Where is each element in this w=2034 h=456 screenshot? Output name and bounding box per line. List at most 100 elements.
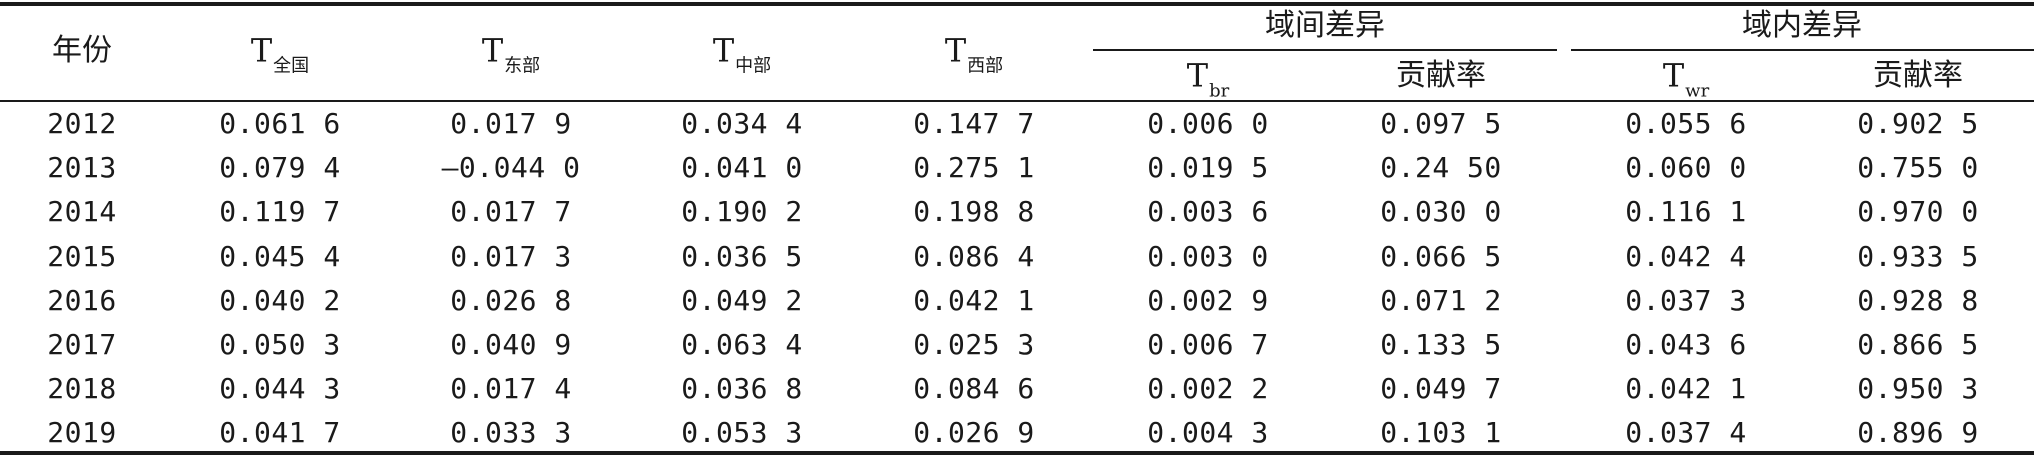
within-group-underline [1571,49,2034,51]
cell-central: 0.036 8 [681,372,803,406]
header-contribution-between: 贡献率 [1396,58,1486,93]
cell-contribution-between: 0.133 5 [1380,328,1502,361]
cell-twr: 0.043 6 [1625,328,1747,361]
header-t-wr-subscript: wr [1685,80,1710,102]
cell-central: 0.036 5 [681,239,803,273]
cell-twr: 0.042 1 [1625,372,1747,406]
table-bottom-rule [0,451,2034,455]
cell-tbr: 0.002 2 [1147,372,1269,406]
between-group-underline [1093,49,1557,51]
cell-contribution-within: 0.866 5 [1857,328,1979,361]
cell-national: 0.079 4 [219,151,341,185]
cell-contribution-within: 0.755 0 [1857,151,1979,185]
header-t-central-symbol: T [712,31,735,70]
cell-contribution-between: 0.103 1 [1380,416,1502,450]
cell-west: 0.147 7 [913,107,1035,140]
header-t-national-subscript: 全国 [273,55,310,77]
cell-year: 2012 [47,107,117,140]
cell-twr: 0.042 4 [1625,239,1747,273]
cell-central: 0.190 2 [681,195,803,229]
cell-east: 0.040 9 [450,328,572,361]
cell-east: 0.017 7 [450,195,572,229]
header-t-west: T西部 [944,31,1003,76]
header-t-br-subscript: br [1209,80,1230,102]
cell-contribution-between: 0.030 0 [1380,195,1502,229]
cell-west: 0.042 1 [913,283,1035,317]
cell-year: 2015 [47,239,117,273]
cell-twr: 0.116 1 [1625,195,1747,229]
header-contribution-within: 贡献率 [1873,58,1963,93]
cell-contribution-between: 0.049 7 [1380,372,1502,406]
cell-contribution-between: 0.066 5 [1380,239,1502,273]
cell-east: 0.017 9 [450,107,572,140]
cell-year: 2013 [47,151,117,185]
header-t-east-symbol: T [481,31,504,70]
cell-tbr: 0.003 0 [1147,239,1269,273]
cell-east: 0.026 8 [450,283,572,317]
cell-west: 0.026 9 [913,416,1035,450]
cell-west: 0.198 8 [913,195,1035,229]
header-t-central: T中部 [712,31,771,76]
cell-national: 0.119 7 [219,195,341,229]
cell-contribution-within: 0.928 8 [1857,283,1979,317]
cell-west: 0.275 1 [913,151,1035,185]
cell-national: 0.050 3 [219,328,341,361]
cell-year: 2017 [47,328,117,361]
cell-central: 0.053 3 [681,416,803,450]
cell-tbr: 0.004 3 [1147,416,1269,450]
header-t-central-subscript: 中部 [735,55,772,77]
cell-east: 0.017 4 [450,372,572,406]
cell-twr: 0.037 4 [1625,416,1747,450]
cell-contribution-within: 0.970 0 [1857,195,1979,229]
cell-twr: 0.060 0 [1625,151,1747,185]
cell-twr: 0.055 6 [1625,107,1747,140]
cell-contribution-within: 0.933 5 [1857,239,1979,273]
cell-year: 2016 [47,283,117,317]
table-top-rule [0,2,2034,6]
cell-national: 0.041 7 [219,416,341,450]
header-between-group: 域间差异 [1265,8,1385,43]
cell-national: 0.045 4 [219,239,341,273]
header-bottom-rule [0,100,2034,102]
cell-contribution-between: 0.24 50 [1380,151,1502,185]
cell-west: 0.086 4 [913,239,1035,273]
cell-tbr: 0.003 6 [1147,195,1269,229]
header-t-br-symbol: T [1186,56,1209,95]
cell-contribution-within: 0.950 3 [1857,372,1979,406]
cell-contribution-within: 0.896 9 [1857,416,1979,450]
cell-east: 0.033 3 [450,416,572,450]
cell-year: 2014 [47,195,117,229]
header-t-west-symbol: T [944,31,967,70]
cell-central: 0.063 4 [681,328,803,361]
header-t-national-symbol: T [250,31,273,70]
header-t-wr: Twr [1662,56,1709,101]
cell-east: 0.017 3 [450,239,572,273]
cell-central: 0.041 0 [681,151,803,185]
cell-west: 0.084 6 [913,372,1035,406]
cell-year: 2019 [47,416,117,450]
cell-tbr: 0.006 7 [1147,328,1269,361]
header-t-east: T东部 [481,31,540,76]
cell-contribution-within: 0.902 5 [1857,107,1979,140]
header-t-wr-symbol: T [1662,56,1685,95]
header-t-br: Tbr [1186,56,1229,101]
cell-east: —0.044 0 [441,151,581,185]
cell-national: 0.061 6 [219,107,341,140]
cell-year: 2018 [47,372,117,406]
header-t-west-subscript: 西部 [967,55,1004,77]
cell-twr: 0.037 3 [1625,283,1747,317]
cell-tbr: 0.002 9 [1147,283,1269,317]
cell-contribution-between: 0.071 2 [1380,283,1502,317]
cell-west: 0.025 3 [913,328,1035,361]
header-t-east-subscript: 东部 [504,55,541,77]
header-t-national: T全国 [250,31,309,76]
cell-contribution-between: 0.097 5 [1380,107,1502,140]
cell-national: 0.040 2 [219,283,341,317]
cell-national: 0.044 3 [219,372,341,406]
cell-central: 0.049 2 [681,283,803,317]
header-within-group: 域内差异 [1742,8,1862,43]
cell-central: 0.034 4 [681,107,803,140]
cell-tbr: 0.019 5 [1147,151,1269,185]
cell-tbr: 0.006 0 [1147,107,1269,140]
header-year: 年份 [52,33,112,68]
